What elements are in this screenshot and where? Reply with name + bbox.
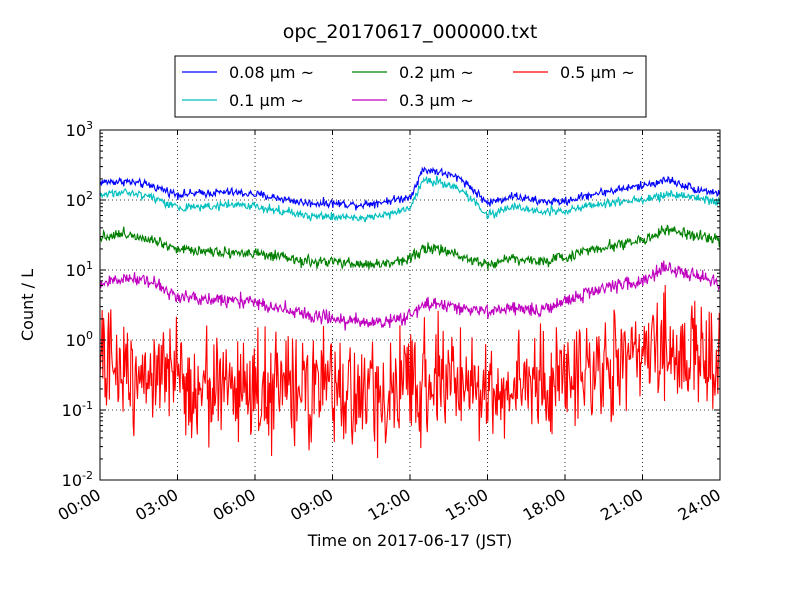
series-line [99,166,721,211]
y-tick-label: 10-1 [62,399,93,420]
series-lines [99,166,721,459]
series-line [99,285,721,459]
series-line [99,260,721,331]
legend-label: 0.1 µm ~ [229,91,304,110]
y-tick-labels: 10-2 10-1 100 101 102 103 [62,119,93,490]
y-tick-label: 101 [66,259,93,280]
y-tick-label: 103 [66,119,93,140]
plot-area [99,129,721,481]
chart-title: opc_20170617_000000.txt [283,21,538,43]
y-tick-label: 102 [66,189,93,210]
y-tick-label: 10-2 [62,469,93,490]
series-line [99,175,721,223]
legend: 0.08 µm ~ 0.2 µm ~ 0.5 µm ~ 0.1 µm ~ 0.3 µm … [174,55,647,118]
axis-ticks [99,129,721,481]
legend-box [174,55,647,118]
y-tick-label: 100 [66,329,93,350]
legend-label: 0.08 µm ~ [229,63,314,82]
legend-label: 0.5 µm ~ [560,63,635,82]
series-line [99,224,721,271]
legend-label: 0.2 µm ~ [399,63,474,82]
legend-label: 0.3 µm ~ [399,91,474,110]
y-axis-label: Count / L [18,269,37,341]
x-axis-label: Time on 2017-06-17 (JST) [307,531,512,550]
